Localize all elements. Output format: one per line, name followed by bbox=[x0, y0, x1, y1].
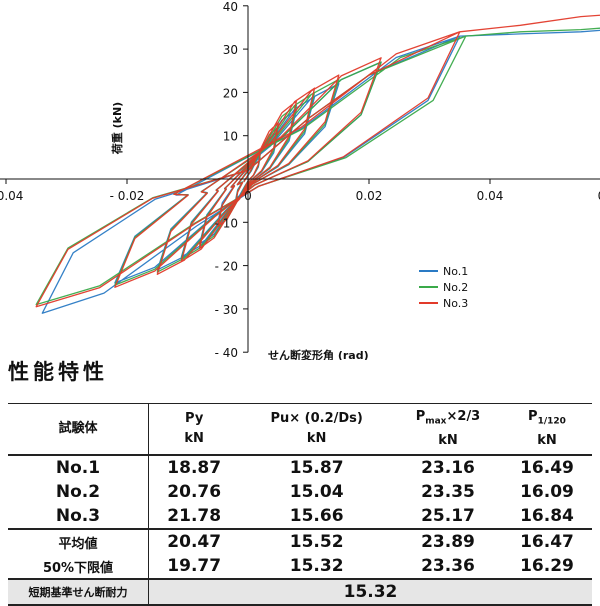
row-label: No.2 bbox=[8, 480, 149, 504]
table-row-lower-limit: 50%下限値 19.77 15.32 23.36 16.29 bbox=[8, 554, 592, 579]
cell-py: 19.77 bbox=[167, 556, 222, 576]
header-p120: P1/120 kN bbox=[528, 408, 566, 449]
cell-pmax: 23.35 bbox=[421, 482, 475, 502]
series-line-No.3 bbox=[35, 14, 600, 308]
row-label: No.1 bbox=[8, 455, 149, 480]
y-tick-label: 40 bbox=[223, 0, 238, 14]
y-tick-label: - 20 bbox=[215, 260, 238, 274]
cell-py: 21.78 bbox=[167, 506, 222, 526]
cell-p120: 16.29 bbox=[520, 556, 574, 576]
footer-value: 15.32 bbox=[148, 579, 592, 605]
table-row: No.2 20.76 15.04 23.35 16.09 bbox=[8, 480, 592, 504]
footer-label: 短期基準せん断耐力 bbox=[8, 579, 149, 605]
y-tick-label: 10 bbox=[223, 130, 238, 144]
cell-pu: 15.52 bbox=[289, 532, 344, 552]
header-pu: Pu× (0.2/Ds) kN bbox=[270, 411, 363, 446]
y-axis-label: 荷重 (kN) bbox=[110, 102, 124, 155]
legend-label-No.1: No.1 bbox=[443, 265, 468, 278]
x-tick-label: - 0.04 bbox=[0, 189, 23, 203]
cell-pmax: 23.89 bbox=[421, 532, 475, 552]
y-tick-label: - 30 bbox=[215, 303, 238, 317]
cell-py: 20.76 bbox=[167, 482, 222, 502]
cell-p120: 16.84 bbox=[520, 506, 574, 526]
x-tick-label: 0 bbox=[244, 189, 252, 203]
cell-p120: 16.49 bbox=[520, 458, 574, 478]
cell-pmax: 23.16 bbox=[421, 458, 475, 478]
table-row: No.3 21.78 15.66 25.17 16.84 bbox=[8, 504, 592, 529]
row-label: 平均値 bbox=[8, 529, 149, 554]
header-specimen: 試験体 bbox=[8, 403, 149, 455]
cell-pu: 15.66 bbox=[289, 506, 344, 526]
x-axis-label: せん断変形角 (rad) bbox=[268, 348, 369, 360]
section-title: 性能特性 bbox=[8, 360, 108, 384]
chart-legend: No.1 No.2 No.3 bbox=[419, 265, 468, 310]
cell-pu: 15.32 bbox=[289, 556, 344, 576]
row-label: 50%下限値 bbox=[8, 554, 149, 579]
cell-py: 18.87 bbox=[167, 458, 222, 478]
table-row: No.1 18.87 15.87 23.16 16.49 bbox=[8, 455, 592, 480]
cell-py: 20.47 bbox=[167, 532, 222, 552]
cell-pmax: 25.17 bbox=[421, 506, 475, 526]
table-header-row: 試験体 Py kN Pu× (0.2/Ds) kN Pmax×2/3 kN P1/12… bbox=[8, 403, 592, 455]
y-tick-label: - 10 bbox=[215, 216, 238, 230]
x-tick-label: 0.04 bbox=[477, 189, 504, 203]
cell-pmax: 23.36 bbox=[421, 556, 475, 576]
chart-curves bbox=[35, 14, 600, 314]
cell-p120: 16.47 bbox=[520, 532, 574, 552]
x-tick-label: - 0.02 bbox=[110, 189, 145, 203]
header-py: Py kN bbox=[184, 411, 204, 446]
y-tick-label: 20 bbox=[223, 86, 238, 100]
y-tick-label: - 40 bbox=[215, 346, 238, 360]
series-line-No.1 bbox=[41, 29, 600, 314]
table-footer-row: 短期基準せん断耐力 15.32 bbox=[8, 579, 592, 605]
header-pmax: Pmax×2/3 kN bbox=[415, 408, 481, 449]
cell-pu: 15.87 bbox=[289, 458, 344, 478]
table-row-average: 平均値 20.47 15.52 23.89 16.47 bbox=[8, 529, 592, 554]
y-tick-label: 30 bbox=[223, 43, 238, 57]
legend-label-No.2: No.2 bbox=[443, 281, 468, 294]
legend-label-No.3: No.3 bbox=[443, 297, 468, 310]
row-label: No.3 bbox=[8, 504, 149, 529]
x-tick-label: 0.02 bbox=[356, 189, 383, 203]
cell-pu: 15.04 bbox=[289, 482, 344, 502]
cell-p120: 16.09 bbox=[520, 482, 574, 502]
performance-table: 試験体 Py kN Pu× (0.2/Ds) kN Pmax×2/3 kN P1/12… bbox=[8, 403, 592, 606]
x-tick-label: 0.06 bbox=[598, 189, 600, 203]
